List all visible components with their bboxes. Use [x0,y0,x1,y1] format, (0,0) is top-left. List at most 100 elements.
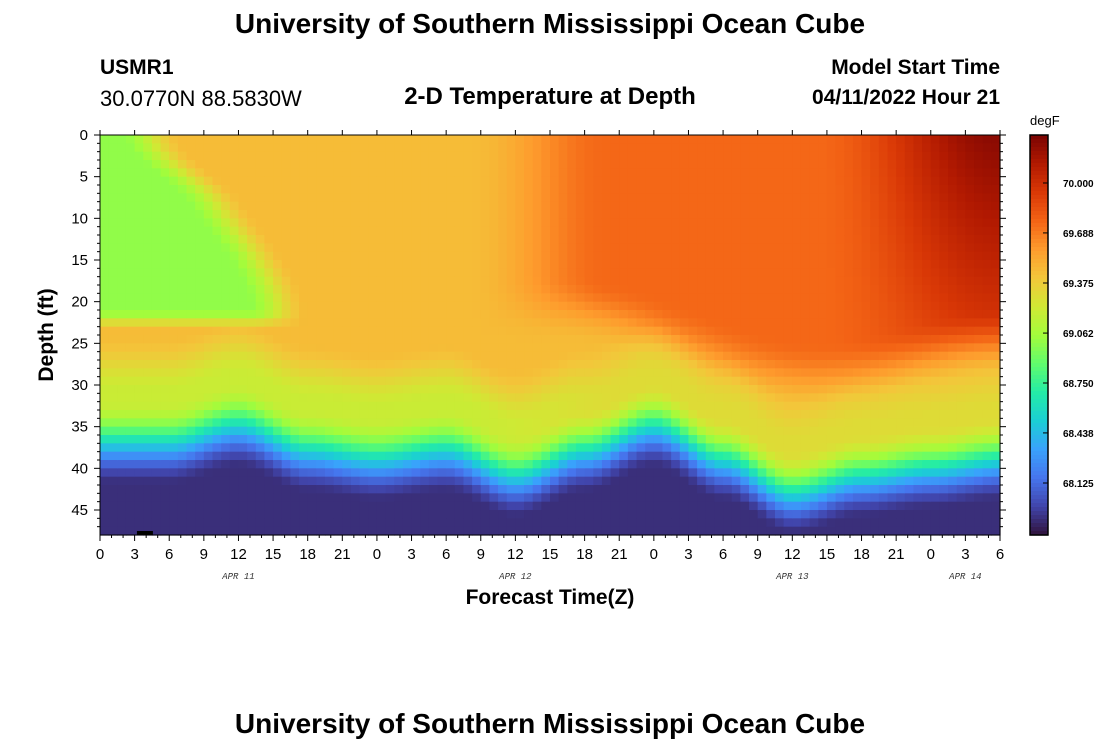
heatmap-cell [558,426,568,436]
heatmap-cell [541,160,551,169]
heatmap-cell [506,176,516,186]
heatmap-cell [368,168,378,178]
heatmap-cell [671,451,681,461]
heatmap-cell [645,343,655,353]
heatmap-cell [627,376,638,386]
heatmap-cell [645,368,655,378]
heatmap-cell [385,418,395,428]
heatmap-cell [411,326,421,336]
heatmap-cell [671,368,681,378]
heatmap-cell [307,301,317,311]
heatmap-cell [437,160,447,169]
heatmap-cell [844,518,854,528]
heatmap-cell [826,501,837,511]
heatmap-cell [723,176,733,186]
heatmap-cell [100,493,110,503]
heatmap-cell [333,360,343,369]
heatmap-cell [645,385,655,394]
heatmap-cell [108,285,118,294]
heatmap-cell [601,226,612,236]
heatmap-cell [619,468,629,478]
heatmap-cell [342,160,352,169]
heatmap-cell [350,218,361,228]
heatmap-cell [662,276,672,286]
heatmap-cell [325,201,335,211]
heatmap-cell [117,176,127,186]
heatmap-cell [610,418,620,428]
heatmap-cell [818,218,828,228]
heatmap-cell [766,318,776,328]
heatmap-cell [212,185,222,194]
heatmap-cell [186,168,196,178]
heatmap-cell [757,518,767,528]
heatmap-cell [731,393,741,403]
heatmap-cell [203,518,214,528]
heatmap-cell [896,376,906,386]
heatmap-cell [186,151,196,161]
heatmap-cell [844,235,854,244]
heatmap-cell [567,476,577,486]
heatmap-cell [160,360,170,369]
heatmap-cell [299,276,309,286]
heatmap-cell [463,343,473,353]
heatmap-cell [143,493,153,503]
heatmap-cell [800,343,811,353]
heatmap-cell [679,168,690,178]
heatmap-cell [749,260,759,269]
heatmap-cell [671,476,681,486]
heatmap-cell [160,376,170,386]
heatmap-cell [437,351,447,361]
heatmap-cell [575,243,586,253]
heatmap-cell [299,168,309,178]
heatmap-cell [922,343,932,353]
heatmap-cell [982,135,992,144]
heatmap-cell [368,418,378,428]
heatmap-cell [489,393,499,403]
heatmap-cell [221,426,231,436]
heatmap-cell [100,210,110,219]
heatmap-cell [117,160,127,169]
heatmap-cell [160,460,170,469]
heatmap-cell [463,176,473,186]
heatmap-cell [939,235,949,244]
heatmap-cell [290,135,300,144]
heatmap-cell [558,326,568,336]
heatmap-cell [446,143,456,153]
heatmap-cell [541,376,551,386]
heatmap-cell [939,251,949,261]
heatmap-cell [359,368,369,378]
heatmap-cell [238,385,248,394]
heatmap-cell [177,226,188,236]
heatmap-cell [775,476,785,486]
heatmap-cell [333,143,343,153]
heatmap-cell [203,360,214,369]
heatmap-cell [818,393,828,403]
heatmap-cell [316,460,326,469]
heatmap-cell [697,410,707,419]
heatmap-cell [878,226,889,236]
heatmap-cell [679,268,690,278]
heatmap-cell [766,401,776,411]
heatmap-cell [454,151,465,161]
heatmap-cell [255,385,266,394]
heatmap-cell [238,393,248,403]
heatmap-cell [446,318,456,328]
heatmap-cell [645,176,655,186]
heatmap-cell [385,476,395,486]
heatmap-cell [930,260,941,269]
heatmap-cell [195,360,205,369]
heatmap-cell [645,293,655,303]
heatmap-cell [203,151,214,161]
heatmap-cell [809,135,819,144]
heatmap-cell [575,485,586,494]
heatmap-cell [541,210,551,219]
heatmap-cell [826,435,837,444]
heatmap-cell [982,468,992,478]
heatmap-cell [679,193,690,203]
heatmap-cell [454,485,465,494]
heatmap-cell [723,193,733,203]
heatmap-cell [454,468,465,478]
heatmap-cell [221,326,231,336]
heatmap-cell [247,343,257,353]
heatmap-cell [299,143,309,153]
